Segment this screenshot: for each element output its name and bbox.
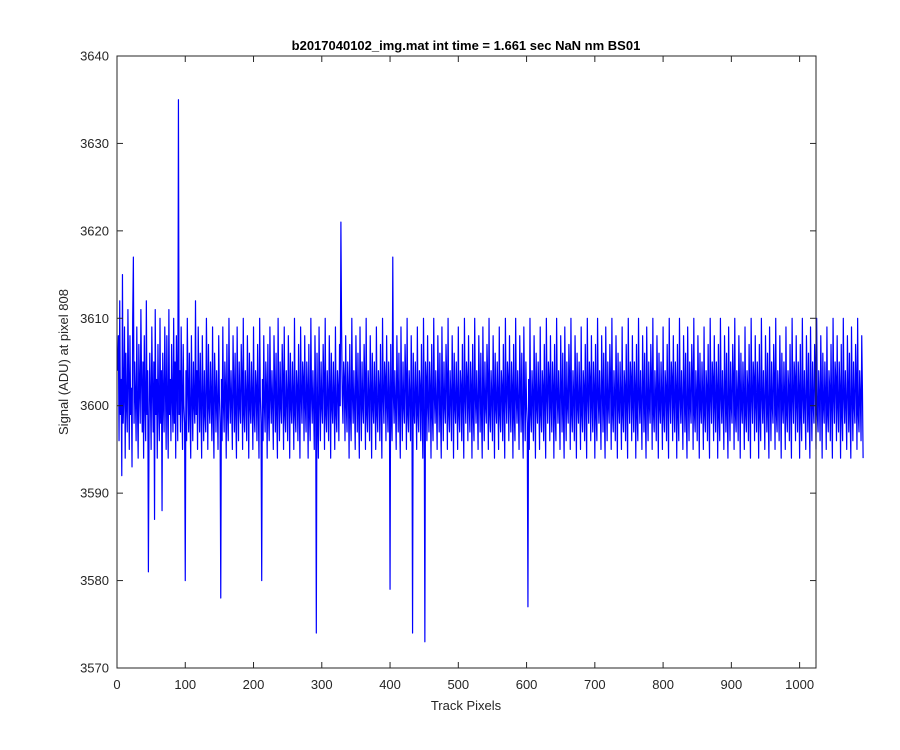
y-tick-label: 3580 [80, 573, 109, 588]
x-tick-label: 1000 [785, 677, 814, 692]
x-axis-label: Track Pixels [431, 698, 502, 713]
x-tick-label: 600 [516, 677, 538, 692]
x-tick-label: 500 [447, 677, 469, 692]
y-tick-label: 3620 [80, 223, 109, 238]
y-tick-label: 3590 [80, 486, 109, 501]
y-tick-label: 3630 [80, 136, 109, 151]
y-tick-label: 3610 [80, 311, 109, 326]
x-tick-label: 100 [174, 677, 196, 692]
x-tick-label: 300 [311, 677, 333, 692]
x-tick-label: 800 [652, 677, 674, 692]
x-tick-label: 700 [584, 677, 606, 692]
y-tick-label: 3570 [80, 661, 109, 676]
series-line-0 [117, 99, 864, 643]
x-tick-label: 900 [721, 677, 743, 692]
y-tick-label: 3600 [80, 398, 109, 413]
x-tick-label: 0 [113, 677, 120, 692]
chart-title: b2017040102_img.mat int time = 1.661 sec… [292, 38, 641, 53]
series-layer [117, 99, 864, 643]
axes-box [116, 55, 817, 669]
y-tick-label: 3640 [80, 49, 109, 64]
tick-layer: 0 100 200 300 400 500 600 700 800 900 1000 3570 3580… [80, 49, 816, 692]
x-tick-label: 200 [243, 677, 265, 692]
x-tick-label: 400 [379, 677, 401, 692]
y-axis-label: Signal (ADU) at pixel 808 [56, 289, 71, 435]
